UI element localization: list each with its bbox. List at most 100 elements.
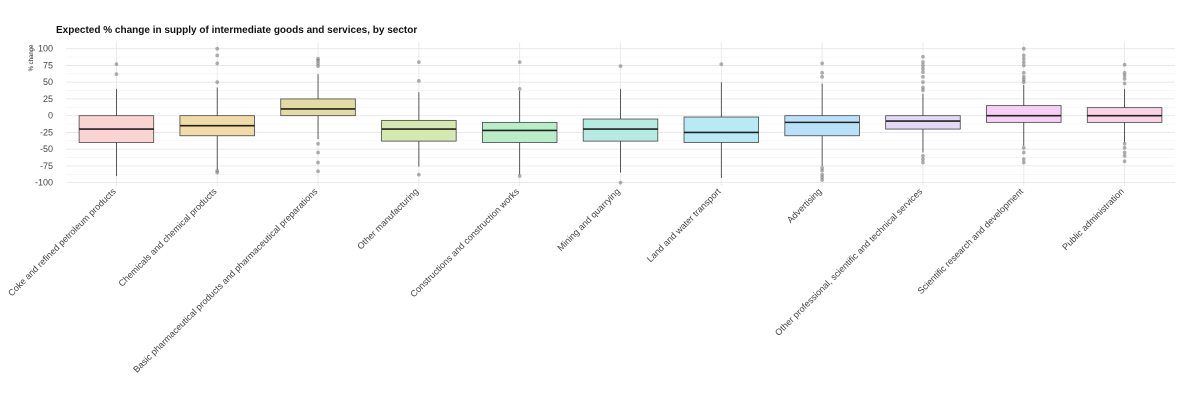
outlier-point	[1122, 141, 1127, 146]
outlier-point	[416, 172, 421, 177]
x-tick-label: Land and water transport	[645, 186, 723, 264]
outlier-point	[1122, 150, 1127, 155]
x-tick-label: Basic pharmaceutical products and pharma…	[131, 186, 320, 375]
box-iqr	[280, 98, 356, 117]
outlier-point	[921, 85, 925, 90]
x-tick-label: Mining and quarrying	[555, 186, 622, 253]
outlier-point	[316, 141, 320, 146]
outlier-point	[921, 60, 925, 64]
outlier-point	[921, 66, 925, 71]
outlier-point	[416, 60, 421, 64]
outlier-point	[1021, 60, 1026, 64]
box-4	[381, 60, 457, 177]
outlier-point	[820, 178, 825, 182]
outlier-point	[316, 150, 320, 155]
outlier-point	[215, 61, 220, 66]
box-1	[78, 62, 155, 176]
x-tick-label: Chemicals and chemical products	[116, 186, 219, 289]
outlier-point	[1122, 145, 1127, 150]
y-tick-label: 25	[43, 94, 53, 104]
x-tick-label: Public administration	[1060, 186, 1126, 252]
outlier-point	[316, 56, 320, 61]
y-tick-label: -25	[40, 127, 53, 137]
outlier-point	[1021, 157, 1026, 162]
outlier-point	[1021, 150, 1026, 155]
outlier-point	[316, 64, 320, 69]
outlier-point	[618, 64, 623, 69]
outlier-point	[1122, 159, 1127, 164]
outlier-point	[1021, 74, 1026, 79]
outlier-point	[517, 86, 522, 91]
box-iqr	[381, 119, 457, 142]
x-tick-label: Other manufacturing	[355, 186, 420, 251]
outlier-point	[820, 61, 825, 66]
outlier-point	[215, 80, 220, 85]
outlier-point	[1122, 153, 1127, 158]
outlier-point	[719, 62, 724, 67]
outlier-point	[215, 46, 220, 51]
outlier-point	[1021, 46, 1026, 51]
y-tick-label: 75	[43, 60, 53, 70]
outlier-point	[316, 61, 320, 66]
y-tick-label: 0	[48, 111, 53, 121]
outlier-point	[921, 74, 925, 79]
outlier-point	[1021, 160, 1026, 165]
box-iqr	[582, 118, 659, 142]
outlier-point	[114, 72, 119, 77]
box-5	[481, 60, 558, 178]
box-11	[1086, 62, 1163, 164]
boxes	[78, 46, 1163, 185]
outlier-point	[921, 157, 925, 162]
outlier-point	[820, 70, 825, 75]
y-tick-label: -75	[40, 161, 53, 171]
outlier-point	[1122, 76, 1127, 81]
x-tick-label: Scientific research and development	[916, 186, 1026, 296]
box-6	[582, 64, 659, 185]
outlier-point	[316, 169, 320, 174]
outlier-point	[820, 172, 825, 177]
outlier-point	[1122, 62, 1127, 67]
y-tick-label: 100	[38, 44, 53, 54]
outlier-point	[1122, 70, 1127, 75]
x-tick-label: Advertising	[785, 186, 824, 225]
outlier-point	[921, 153, 925, 158]
outlier-point	[1021, 53, 1026, 58]
outlier-point	[1122, 73, 1127, 78]
outlier-point	[517, 174, 522, 178]
outlier-point	[921, 88, 925, 93]
x-tick-label: Coke and refined petroleum products	[6, 186, 118, 298]
box-3	[280, 56, 356, 174]
outlier-point	[1021, 145, 1026, 150]
outlier-point	[1021, 80, 1026, 85]
box-8	[784, 61, 860, 182]
y-axis-ticks: 100 75 50 25 0 -25 -50 -75 -100	[35, 44, 53, 188]
y-tick-label: 50	[43, 77, 53, 87]
box-2	[179, 46, 255, 175]
box-10	[986, 46, 1062, 165]
outlier-point	[921, 63, 925, 68]
outlier-point	[921, 54, 925, 59]
outlier-point	[316, 160, 320, 165]
outlier-point	[921, 80, 925, 85]
box-iqr	[885, 115, 961, 130]
y-tick-label: -50	[40, 144, 53, 154]
outlier-point	[416, 78, 421, 83]
outlier-point	[820, 175, 825, 180]
outlier-point	[1122, 81, 1127, 86]
box-iqr	[784, 115, 860, 137]
outlier-point	[114, 62, 119, 67]
y-axis-label: % change	[29, 44, 35, 71]
outlier-point	[921, 160, 925, 165]
x-axis-ticks: Coke and refined petroleum productsChemi…	[6, 186, 1126, 375]
outlier-point	[215, 53, 220, 58]
outlier-point	[1021, 77, 1026, 82]
outlier-point	[618, 180, 623, 185]
outlier-point	[820, 74, 825, 79]
outlier-point	[820, 168, 825, 173]
outlier-point	[316, 58, 320, 63]
outlier-point	[1021, 56, 1026, 61]
outlier-point	[215, 170, 220, 175]
outlier-point	[921, 70, 925, 75]
outlier-point	[517, 60, 522, 64]
